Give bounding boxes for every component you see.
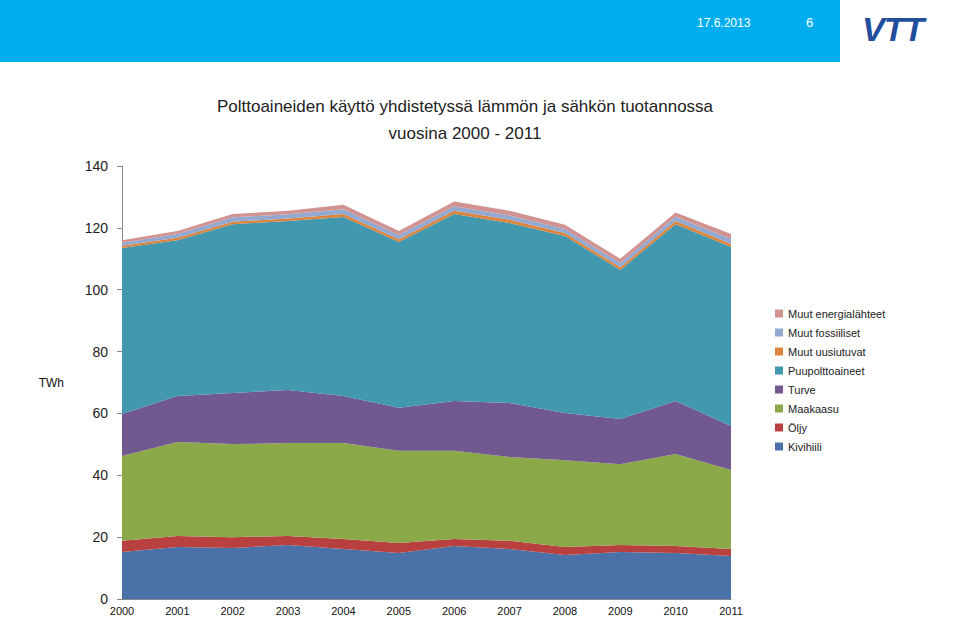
svg-text:Öljy: Öljy (788, 422, 807, 434)
svg-text:Polttoaineiden käyttö yhdistet: Polttoaineiden käyttö yhdistetyssä lämmö… (217, 97, 714, 116)
svg-text:80: 80 (92, 344, 108, 360)
svg-text:Muut uusiutuvat: Muut uusiutuvat (788, 346, 866, 358)
svg-text:Muut fossiiliset: Muut fossiiliset (788, 327, 860, 339)
svg-text:100: 100 (85, 282, 109, 298)
svg-text:Maakaasu: Maakaasu (788, 403, 839, 415)
svg-text:2008: 2008 (553, 605, 577, 617)
svg-text:0: 0 (100, 591, 108, 607)
svg-text:Kivihiili: Kivihiili (788, 441, 822, 453)
html-text:6: 6 (806, 15, 814, 30)
svg-text:40: 40 (92, 467, 108, 483)
html-text:17.6.2013: 17.6.2013 (697, 16, 751, 30)
svg-text:2006: 2006 (442, 605, 466, 617)
svg-text:2009: 2009 (608, 605, 632, 617)
svg-text:vuosina 2000 - 2011: vuosina 2000 - 2011 (389, 124, 542, 143)
svg-text:140: 140 (85, 158, 109, 174)
svg-text:2000: 2000 (110, 605, 134, 617)
svg-text:2003: 2003 (276, 605, 300, 617)
html-text:VTT: VTT (862, 10, 924, 48)
svg-text:2001: 2001 (165, 605, 189, 617)
svg-text:120: 120 (85, 220, 109, 236)
svg-text:TWh: TWh (39, 376, 64, 390)
svg-text:60: 60 (92, 405, 108, 421)
svg-text:Puupolttoaineet: Puupolttoaineet (788, 365, 864, 377)
svg-text:Muut energialähteet: Muut energialähteet (788, 308, 885, 320)
svg-text:20: 20 (92, 529, 108, 545)
svg-text:2005: 2005 (387, 605, 411, 617)
svg-text:2010: 2010 (663, 605, 687, 617)
svg-text:Turve: Turve (788, 384, 816, 396)
svg-text:2004: 2004 (331, 605, 355, 617)
svg-text:2007: 2007 (497, 605, 521, 617)
svg-text:2011: 2011 (719, 605, 743, 617)
svg-text:2002: 2002 (220, 605, 244, 617)
